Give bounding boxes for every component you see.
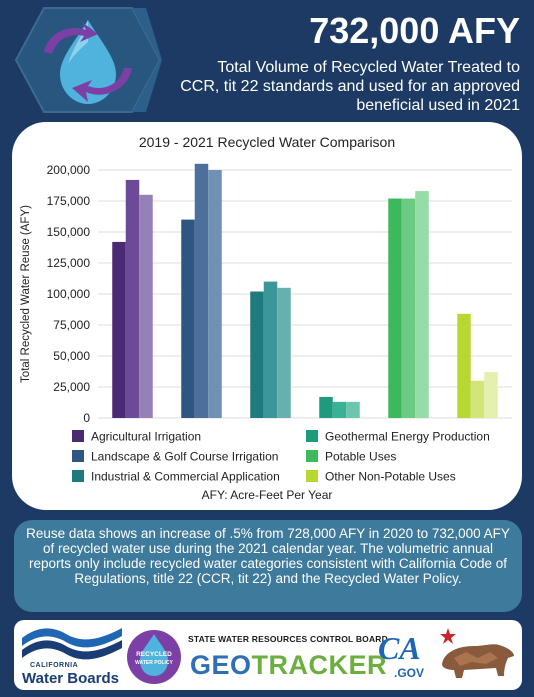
chart-y-tick-label: 0 — [83, 411, 90, 425]
chart-bar — [484, 372, 498, 418]
chart-gridlines — [98, 169, 512, 419]
headline-total-volume: 732,000 AFY — [309, 10, 520, 51]
chart-bar — [457, 313, 471, 418]
chart-bar — [208, 170, 222, 418]
headline-subtitle: Total Volume of Recycled Water Treated t… — [180, 59, 520, 114]
water-boards-logo[interactable]: CALIFORNIA Water Boards — [20, 624, 124, 687]
chart-legend-label: Other Non-Potable Uses — [325, 470, 456, 484]
chart-y-tick-label: 100,000 — [47, 287, 91, 301]
chart-bar — [346, 401, 360, 418]
recycled-policy-line2: WATER POLICY — [135, 660, 173, 666]
ca-gov-suffix-text: .GOV — [394, 666, 425, 680]
chart-title: 2019 - 2021 Recycled Water Comparison — [139, 134, 395, 150]
chart-bars — [112, 163, 498, 418]
chart-y-tick-label: 25,000 — [53, 380, 90, 394]
chart-bar — [250, 291, 264, 418]
recycled-policy-line1: RECYCLED — [136, 651, 172, 658]
chart-y-tick-label: 125,000 — [47, 256, 91, 270]
chart-bar — [332, 401, 347, 418]
chart-legend-swatch — [72, 430, 84, 442]
chart-footnote: AFY: Acre-Feet Per Year — [202, 488, 333, 502]
chart-bar — [415, 191, 429, 418]
chart-legend-swatch — [72, 470, 84, 482]
chart-bar — [194, 163, 209, 418]
geotracker-agency-title: STATE WATER RESOURCES CONTROL BOARD — [188, 634, 388, 644]
chart-bar — [139, 194, 153, 418]
chart-bar — [401, 198, 416, 418]
chart-legend-swatch — [306, 430, 318, 442]
logo-strip: CALIFORNIA Water Boards RECYCLED WATER P… — [14, 620, 522, 690]
water-boards-wave-icon — [22, 628, 122, 660]
chart-bar — [470, 380, 485, 418]
chart-legend-label: Agricultural Irrigation — [91, 430, 201, 444]
recycled-water-policy-logo[interactable]: RECYCLED WATER POLICY — [126, 624, 182, 686]
chart-y-tick-labels: 0 25,000 50,000 75,000 100,000 125,000 150,000… — [47, 163, 91, 425]
geotracker-tracker-text: TRACKER — [251, 650, 388, 680]
header-icon-badge — [14, 6, 162, 114]
water-boards-name: Water Boards — [22, 670, 119, 687]
header: 732,000 AFY Total Volume of Recycled Wat… — [0, 0, 534, 120]
recycled-water-chart: 2019 - 2021 Recycled Water Comparison To… — [20, 134, 512, 502]
water-boards-state-label: CALIFORNIA — [30, 662, 79, 669]
chart-bar — [263, 281, 278, 418]
info-summary-text: Reuse data shows an increase of .5% from… — [26, 526, 510, 586]
chart-legend-label: Landscape & Golf Course Irrigation — [91, 450, 278, 464]
chart-legend-swatch — [72, 450, 84, 462]
chart-bar — [388, 198, 402, 418]
geotracker-logo[interactable]: GEOTRACKER — [190, 650, 387, 681]
chart-legend-label: Potable Uses — [325, 450, 396, 464]
chart-y-tick-label: 175,000 — [47, 194, 91, 208]
info-summary-box: Reuse data shows an increase of .5% from… — [14, 520, 522, 612]
chart-y-tick-label: 75,000 — [53, 318, 90, 332]
ca-gov-ca-text: CA — [378, 630, 421, 666]
chart-y-tick-label: 50,000 — [53, 349, 90, 363]
ca-gov-logo[interactable]: CA .GOV — [376, 628, 434, 684]
california-bear-icon — [434, 624, 518, 686]
water-drop-recycle-icon — [14, 7, 162, 113]
chart-bar — [125, 179, 140, 418]
chart-bar — [277, 287, 291, 418]
recycled-water-drop-icon: RECYCLED WATER POLICY — [127, 630, 181, 684]
chart-y-tick-label: 150,000 — [47, 225, 91, 239]
chart-bar — [319, 396, 333, 418]
chart-card: 2019 - 2021 Recycled Water Comparison To… — [12, 122, 522, 510]
chart-y-tick-label: 200,000 — [47, 163, 91, 177]
geotracker-geo-text: GEO — [190, 650, 252, 680]
chart-legend-swatch — [306, 470, 318, 482]
chart-bar — [181, 219, 195, 418]
chart-legend: Agricultural Irrigation Landscape & Golf … — [72, 430, 490, 484]
chart-y-axis-label: Total Recycled Water Reuse (AFY) — [20, 205, 32, 383]
chart-legend-label: Geothermal Energy Production — [325, 430, 490, 444]
chart-bar — [112, 241, 126, 418]
chart-legend-label: Industrial & Commercial Application — [91, 470, 280, 484]
chart-legend-swatch — [306, 450, 318, 462]
